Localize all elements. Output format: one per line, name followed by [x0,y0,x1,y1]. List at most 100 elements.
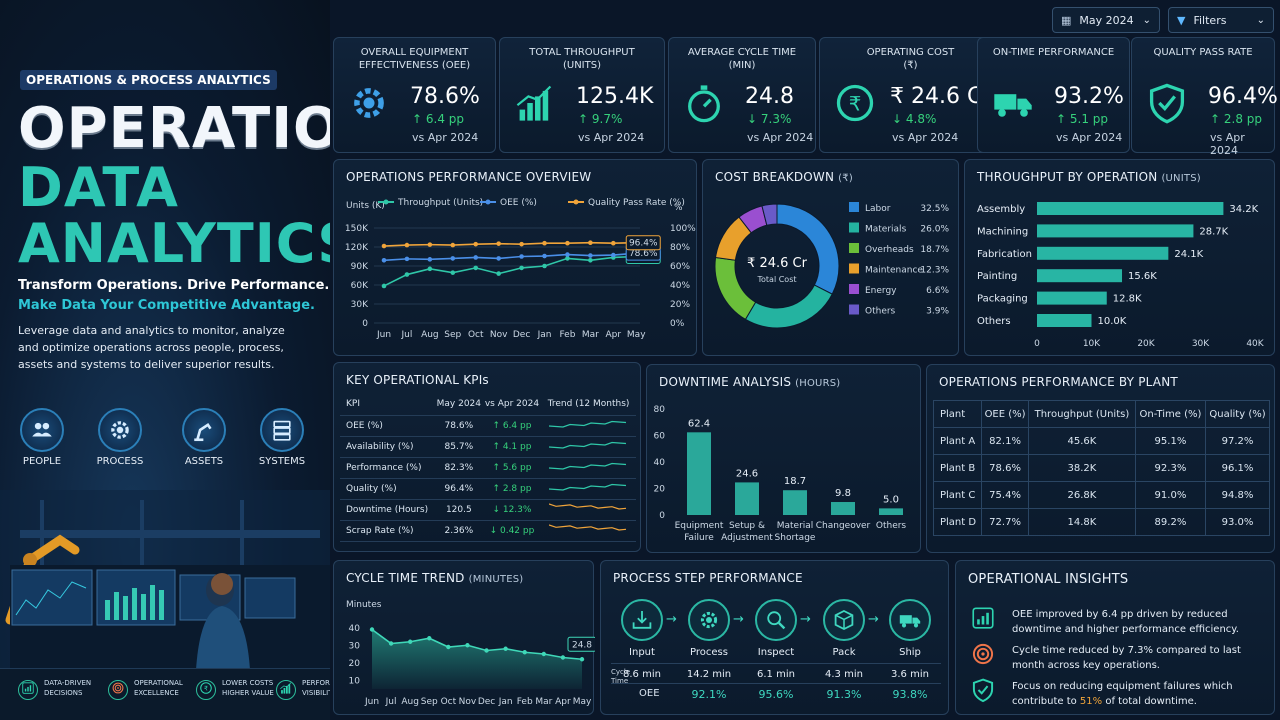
sparkline [549,483,627,491]
y-right-tick: 100% [670,224,696,234]
y-tick: 60 [654,432,666,442]
end-label: 24.8 [567,636,595,652]
date-picker[interactable]: ▦ May 2024 ⌄ [1052,7,1160,33]
x-tick: Oct [468,330,484,340]
category-label: Assembly [977,204,1025,215]
kpi-card[interactable]: OPERATING COST (₹) ₹ ₹ 24.6 Cr ↓ 4.8% vs Apr … [819,37,1002,153]
category-label: Equipment Failure [675,521,724,543]
y-left-tick: 120K [345,243,369,253]
kpi-card[interactable]: OVERALL EQUIPMENT EFFECTIVENESS (OEE) 78.6… [333,37,496,153]
stopwatch-icon [688,85,720,123]
table-row[interactable]: Plant A 82.1% 45.6K 95.1% 97.2% [932,427,1270,455]
process-step-inspect[interactable] [755,599,797,641]
kpi-comparison: vs Apr 2024 [747,131,814,144]
pillar-systems[interactable]: SYSTEMS [252,408,312,467]
data-point [465,643,470,648]
bar-value-label: 10.0K [1098,316,1127,327]
kpi-comparison: vs Apr 2024 [892,131,959,144]
plant-title: OPERATIONS PERFORMANCE BY PLANT [939,375,1178,389]
insight-body: of total downtime. [1102,696,1197,707]
filters-button[interactable]: ▼ Filters ⌄ [1168,7,1274,33]
data-point [404,242,410,248]
process-step-pack[interactable] [823,599,865,641]
cost-title-unit: (₹) [838,173,853,184]
process-step-input[interactable] [621,599,663,641]
table-row[interactable]: Plant B 78.6% 38.2K 92.3% 96.1% [932,454,1270,482]
target-icon [972,643,994,665]
kpi-title: OPERATING COST (₹) [820,46,1001,72]
table-row[interactable]: Performance (%) 82.3% ↑ 5.6 pp [340,457,636,479]
x-tick: Sep [444,330,461,340]
footer-line1: PERFORMANCE [302,679,330,687]
trend-chart-icon [22,682,34,694]
plant-metric: 45.6K [1028,427,1136,455]
table-row[interactable]: Plant D 72.7% 14.8K 89.2% 93.0% [932,508,1270,536]
downtime-title-unit: (HOURS) [795,378,841,389]
pillar-label: PEOPLE [22,456,62,467]
table-row[interactable]: Quality (%) 96.4% ↑ 2.8 pp [340,478,636,500]
x-tick: Jul [385,697,397,707]
column-header: May 2024 [434,393,483,416]
cost-legend-item: Labor 32.5% [849,202,949,214]
series-line [371,628,583,661]
cycle-title: CYCLE TIME TREND (MINUTES) [346,571,523,585]
cost-title-text: COST BREAKDOWN [715,170,835,184]
chevron-down-icon: ⌄ [1142,14,1151,26]
category-label: Changeover [816,521,871,531]
kpi-name: Performance (%) [340,457,435,479]
y-left-unit: Units (K) [346,201,385,211]
pillar-process[interactable]: PROCESS [90,408,150,467]
pillar-people[interactable]: PEOPLE [12,408,72,467]
plant-name: Plant A [932,427,983,455]
svg-text:32.5%: 32.5% [920,204,949,214]
kpi-title-line2: (UNITS) [562,60,601,71]
process-step-oee: 92.1% [691,688,727,701]
process-step-label: Input [629,647,655,658]
overview-title: OPERATIONS PERFORMANCE OVERVIEW [346,170,592,184]
process-step-process[interactable] [688,599,730,641]
bar-value-label: 34.2K [1229,204,1258,215]
kpi-card[interactable]: AVERAGE CYCLE TIME (MIN) 24.8 ↓ 7.3% vs Apr … [668,37,816,153]
hero-title-line3: ANALYTICS [18,212,330,275]
category-label: Setup & Adjustment [721,521,773,543]
data-point [450,256,456,261]
kpi-card[interactable]: QUALITY PASS RATE 96.4% ↑ 2.8 pp vs Apr 202… [1131,37,1278,157]
kpi-delta: ↓ 12.3% [482,499,542,521]
process-step-label: Ship [899,647,921,658]
process-step-oee: 95.6% [758,688,794,701]
kpi-table-title: KEY OPERATIONAL KPIs [346,373,489,387]
plant-metric: 78.6% [981,454,1030,482]
category-label: Material Shortage [775,521,816,543]
plant-metric: 38.2K [1028,454,1136,482]
footer-line2: HIGHER VALUE [222,689,274,697]
table-row[interactable]: OEE (%) 78.6% ↑ 6.4 pp [340,415,636,437]
kpi-icon [346,80,392,126]
bar-value-label: 28.7K [1199,226,1228,237]
arrow-right-icon: → [733,612,744,627]
process-step-oee: 91.3% [826,688,862,701]
x-tick: Dec [478,697,495,707]
process-panel: PROCESS STEP PERFORMANCE Cycle Time OEE … [600,560,949,715]
process-step-label: Process [690,647,728,658]
table-row[interactable]: Plant C 75.4% 26.8K 91.0% 94.8% [932,481,1270,509]
kpi-delta: ↑ 6.4 pp [412,112,465,126]
svg-text:₹: ₹ [849,93,862,116]
plant-panel: OPERATIONS PERFORMANCE BY PLANT Plant OEE… [926,364,1275,553]
svg-text:3.9%: 3.9% [926,307,949,317]
arrow-right-icon: → [666,612,677,627]
kpi-card[interactable]: ON-TIME PERFORMANCE 93.2% ↑ 5.1 pp vs Apr 2… [977,37,1130,153]
table-row[interactable]: Availability (%) 85.7% ↑ 4.1 pp [340,436,636,458]
shield-check-icon [1149,83,1185,124]
table-row[interactable]: Downtime (Hours) 120.5 ↓ 12.3% [340,499,636,521]
trend-sparkline [541,436,636,458]
svg-text:Others: Others [865,307,896,317]
x-tick: Mar [582,330,599,340]
truck-icon [994,94,1032,117]
pillar-assets[interactable]: ASSETS [174,408,234,467]
kpi-title-line1: OPERATING COST [866,47,955,58]
data-point [473,255,479,260]
process-step-ship[interactable] [889,599,931,641]
kpi-card[interactable]: TOTAL THROUGHPUT (UNITS) 125.4K ↑ 9.7% vs Ap… [499,37,665,153]
category-label: Fabrication [977,249,1032,260]
table-row[interactable]: Scrap Rate (%) 2.36% ↓ 0.42 pp [340,520,636,542]
